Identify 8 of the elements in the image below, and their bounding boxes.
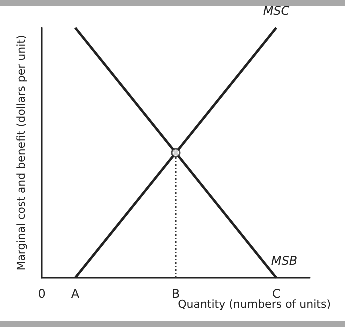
x-axis-title: Quantity (numbers of units)	[178, 298, 332, 311]
x-tick-label: B	[172, 287, 180, 301]
x-tick-label: C	[272, 287, 281, 301]
x-tick-label: A	[71, 287, 80, 301]
y-axis-title: Marginal cost and benefit (dollars per unit)	[15, 35, 28, 271]
series-label: MSC	[263, 4, 290, 18]
series-label: MSB	[271, 254, 298, 268]
x-tick-label: 0	[38, 287, 46, 301]
